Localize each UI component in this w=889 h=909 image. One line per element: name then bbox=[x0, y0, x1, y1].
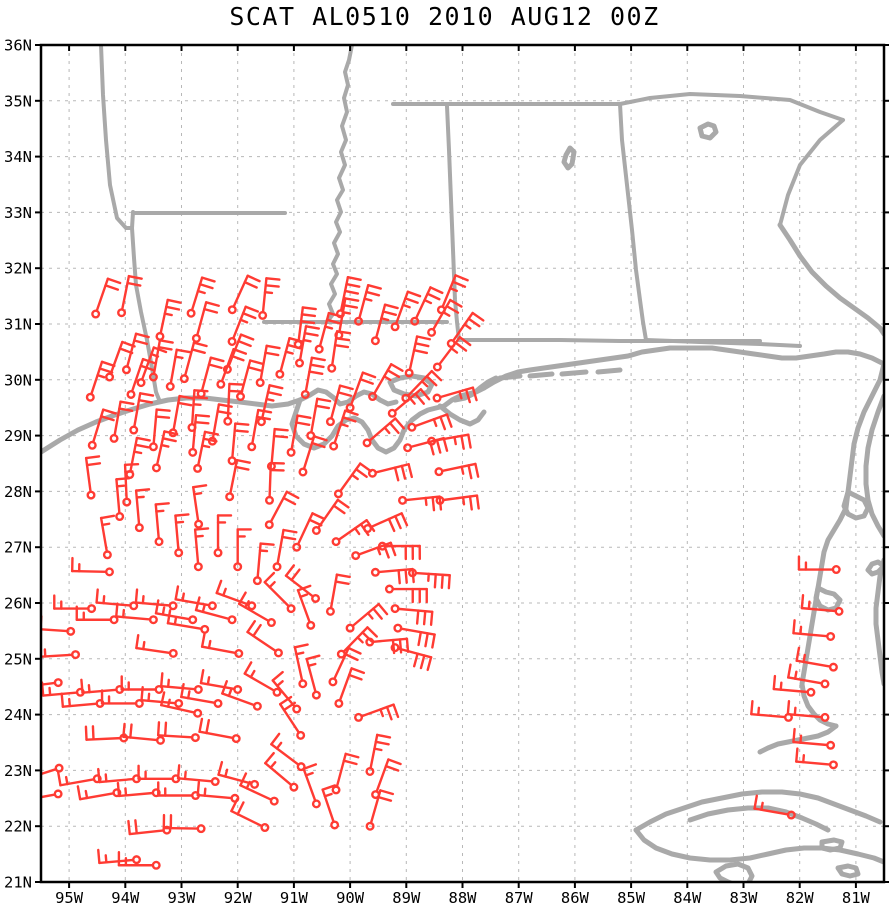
x-tick-label: 90W bbox=[336, 889, 365, 907]
scat-wind-plot: SCAT AL0510 2010 AUG12 00Z bbox=[0, 0, 889, 909]
x-tick-label: 85W bbox=[617, 889, 646, 907]
y-tick-label: 21N bbox=[4, 874, 32, 892]
y-tick-label: 22N bbox=[4, 818, 32, 836]
x-tick-label: 84W bbox=[673, 889, 702, 907]
y-tick-label: 33N bbox=[4, 204, 32, 222]
x-tick-label: 83W bbox=[730, 889, 759, 907]
y-axis-labels: 21N 22N 23N 24N 25N 26N 27N 28N 29N 30N 31N 32N 33N 3… bbox=[4, 37, 32, 892]
x-tick-label: 94W bbox=[111, 889, 140, 907]
y-tick-label: 28N bbox=[4, 483, 32, 501]
y-tick-label: 24N bbox=[4, 706, 32, 724]
y-tick-label: 23N bbox=[4, 762, 32, 780]
x-tick-label: 81W bbox=[842, 889, 871, 907]
x-tick-label: 92W bbox=[224, 889, 253, 907]
y-tick-label: 36N bbox=[4, 37, 32, 55]
y-tick-label: 30N bbox=[4, 371, 32, 389]
x-tick-label: 88W bbox=[449, 889, 478, 907]
x-tick-label: 91W bbox=[280, 889, 309, 907]
x-tick-label: 93W bbox=[168, 889, 197, 907]
x-tick-label: 95W bbox=[55, 889, 84, 907]
x-tick-label: 86W bbox=[561, 889, 590, 907]
x-axis-labels: 95W 94W 93W 92W 91W 90W 89W 88W 87W 86W 85W 84W 83W 8… bbox=[55, 889, 870, 907]
y-tick-label: 29N bbox=[4, 427, 32, 445]
y-tick-label: 34N bbox=[4, 148, 32, 166]
x-tick-label: 87W bbox=[505, 889, 534, 907]
y-tick-label: 31N bbox=[4, 316, 32, 334]
x-tick-label: 82W bbox=[786, 889, 815, 907]
y-tick-label: 27N bbox=[4, 539, 32, 557]
plot-canvas: 95W 94W 93W 92W 91W 90W 89W 88W 87W 86W 85W 84W 83W 8… bbox=[0, 0, 889, 909]
y-tick-label: 26N bbox=[4, 595, 32, 613]
y-tick-label: 32N bbox=[4, 260, 32, 278]
y-tick-label: 25N bbox=[4, 650, 32, 668]
y-tick-label: 35N bbox=[4, 92, 32, 110]
x-tick-label: 89W bbox=[392, 889, 421, 907]
